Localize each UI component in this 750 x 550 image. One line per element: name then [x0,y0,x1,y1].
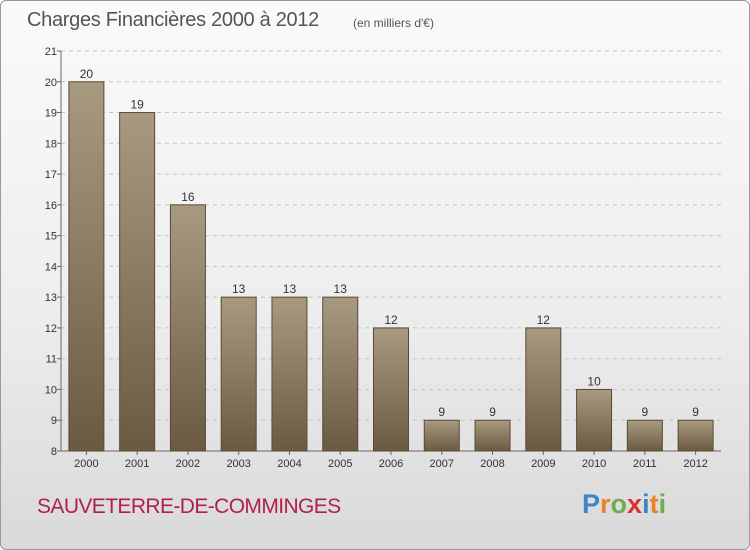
data-label: 9 [692,405,699,419]
y-tick-label: 18 [45,138,57,150]
y-tick-labels: 8 9 10 11 12 13 14 15 16 17 18 19 20 21 [45,46,57,458]
x-tick-label: 2010 [582,458,606,470]
x-tick-label: 2006 [379,458,403,470]
data-label: 16 [181,190,195,204]
x-tick-label: 2007 [430,458,454,470]
x-tick-label: 2009 [531,458,555,470]
x-tick-label: 2004 [277,458,301,470]
data-label: 12 [537,313,551,327]
data-label: 12 [384,313,398,327]
y-tick-label: 15 [45,231,57,243]
logo-letter: r [600,489,611,519]
bar [677,419,714,452]
data-label: 9 [438,405,445,419]
logo-letter: P [582,489,601,519]
bars [68,81,714,452]
x-tick-label: 2012 [683,458,707,470]
x-tick-label: 2003 [226,458,250,470]
x-tick-label: 2001 [125,458,149,470]
data-label: 10 [587,374,601,388]
bar [373,327,409,452]
x-tick-label: 2002 [176,458,200,470]
logo-letter: x [627,489,643,519]
data-label: 9 [489,405,496,419]
proxiti-logo: Proxiti [582,489,666,520]
chart-title: Charges Financières 2000 à 2012 [27,9,320,31]
x-tick-label: 2000 [74,458,98,470]
logo-letter: i [658,489,667,519]
bar [220,296,257,452]
x-tick-label: 2011 [633,458,657,470]
commune-name: SAUVETERRE-DE-COMMINGES [37,495,341,518]
data-label: 9 [642,405,649,419]
data-label: 13 [283,282,297,296]
y-tick-label: 16 [45,200,57,212]
bar [271,296,308,452]
bar [525,327,562,452]
y-tick-label: 9 [51,415,57,427]
bar [68,81,105,452]
bar [169,204,206,452]
data-label: 13 [232,282,246,296]
x-tick-labels: 2000 2001 2002 2003 2004 2005 2006 2007 2008 2009… [74,458,708,470]
bar [119,112,156,452]
y-tick-label: 10 [45,384,57,396]
bar [474,419,511,452]
x-tick-label: 2005 [328,458,352,470]
bar [576,388,613,452]
logo-letter: t [649,489,659,519]
y-tick-label: 13 [45,292,57,304]
data-label: 13 [334,282,348,296]
data-label: 19 [130,98,144,112]
bar [423,419,460,452]
y-tick-label: 20 [45,77,57,89]
y-tick-label: 17 [45,169,57,181]
y-tick-label: 8 [51,446,57,458]
bar [626,419,663,452]
logo-letter: i [642,489,650,519]
y-tick-label: 12 [45,323,57,335]
y-tick-label: 14 [45,261,57,273]
bar [322,296,359,452]
y-tick-label: 19 [45,108,57,120]
y-tick-label: 11 [46,354,57,366]
data-label: 20 [80,67,94,81]
logo-letter: o [610,489,628,519]
data-labels: 20 19 16 13 13 13 12 9 9 12 10 9 9 [80,67,700,419]
x-tick-label: 2008 [480,458,504,470]
y-tick-label: 21 [45,46,57,58]
chart-subtitle: (en milliers d'€) [353,16,434,30]
